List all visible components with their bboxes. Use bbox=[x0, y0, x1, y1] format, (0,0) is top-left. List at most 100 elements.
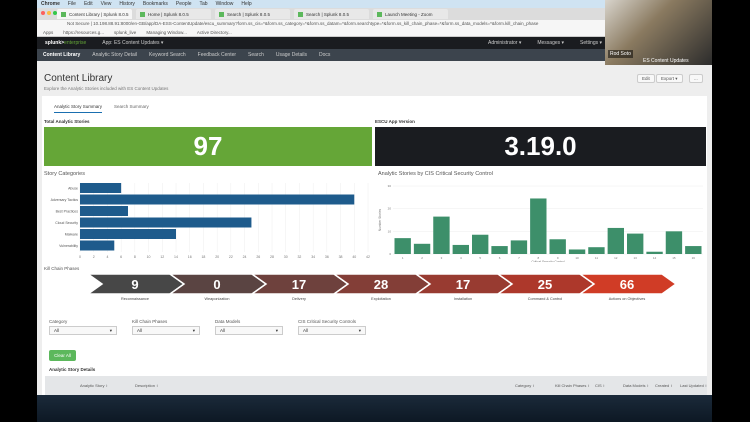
filter-label: CIS Critical Security Controls bbox=[298, 319, 357, 324]
nav-item[interactable]: Keyword Search bbox=[148, 52, 186, 58]
filter-select[interactable]: All bbox=[132, 326, 200, 335]
settings-menu[interactable]: Settings ▾ bbox=[580, 40, 602, 46]
kill-chain-label: Weaponization bbox=[204, 297, 229, 301]
favicon-icon bbox=[298, 11, 303, 17]
x-tick-label: 14 bbox=[174, 255, 178, 259]
column-header[interactable]: Created ↕ bbox=[655, 383, 673, 388]
column-header[interactable]: CIS ↕ bbox=[595, 383, 605, 388]
tab-analytic-story-summary[interactable]: Analytic Story Summary bbox=[54, 104, 103, 113]
os-menu-item[interactable]: History bbox=[119, 1, 135, 7]
bookmark-item[interactable]: https://resources.g... bbox=[63, 29, 105, 35]
x-tick-label: 4 bbox=[106, 255, 108, 259]
x-tick-label: 3 bbox=[441, 256, 443, 260]
x-tick-label: 36 bbox=[325, 255, 329, 259]
kill-chain-count: 66 bbox=[620, 277, 634, 292]
x-tick-label: 9 bbox=[557, 256, 559, 260]
column-header[interactable]: Kill Chain Phases ↕ bbox=[555, 383, 590, 388]
x-tick-label: 8 bbox=[134, 255, 136, 259]
filter-label: Kill Chain Phases bbox=[132, 319, 168, 324]
nav-item[interactable]: Search bbox=[248, 52, 264, 58]
bookmark-item[interactable]: Active Directory... bbox=[196, 29, 232, 35]
nav-item[interactable]: Docs bbox=[319, 52, 331, 58]
kill-chain-label: Exploitation bbox=[371, 297, 391, 301]
splunk-bar: splunk>enterprise App: ES Content Update… bbox=[37, 37, 712, 49]
y-tick-label: 10 bbox=[388, 229, 392, 233]
nav-item[interactable]: Feedback Center bbox=[197, 52, 237, 58]
category-label: Best Practices bbox=[56, 209, 79, 213]
column-header[interactable]: Description ↕ bbox=[135, 383, 159, 388]
tab-search-summary[interactable]: Search Summary bbox=[114, 104, 149, 109]
os-menu-item[interactable]: People bbox=[175, 1, 192, 7]
bookmark-item[interactable]: Managing Window... bbox=[146, 29, 187, 35]
category-label: Adversary Tactics bbox=[51, 198, 79, 202]
x-tick-label: 10 bbox=[575, 256, 579, 260]
filter-select[interactable]: All bbox=[215, 326, 283, 335]
export-button[interactable]: Export ▾ bbox=[656, 74, 683, 83]
column-header[interactable]: Last Updated ↕ bbox=[680, 383, 707, 388]
nav-item[interactable]: Analytic Story Detail bbox=[92, 52, 137, 58]
dashboard-panel: Analytic Story Summary Search Summary To… bbox=[42, 96, 707, 395]
nav-item[interactable]: Usage Details bbox=[275, 52, 308, 58]
messages-menu[interactable]: Messages ▾ bbox=[537, 40, 565, 46]
column-header[interactable]: Category ↕ bbox=[515, 383, 535, 388]
x-tick-label: 2 bbox=[93, 255, 95, 259]
x-tick-label: 26 bbox=[256, 255, 260, 259]
nav-item[interactable]: Content Library bbox=[43, 52, 81, 58]
edit-button[interactable]: Edit bbox=[637, 74, 655, 83]
column-header[interactable]: Analytic Story ↕ bbox=[80, 383, 108, 388]
os-menu-item[interactable]: Help bbox=[241, 1, 252, 7]
browser-window: Chrome File Edit View History Bookmarks People… bbox=[37, 0, 712, 395]
more-button[interactable]: ... bbox=[689, 74, 703, 83]
x-tick-label: 22 bbox=[229, 255, 233, 259]
x-tick-label: 15 bbox=[672, 256, 676, 260]
browser-tab[interactable]: Content Library | Splunk 8.0.5 bbox=[57, 9, 132, 19]
filter-label: Category bbox=[49, 319, 68, 324]
bar-cis-10 bbox=[568, 249, 586, 254]
os-menu-item[interactable]: Tab bbox=[199, 1, 208, 7]
filter-select[interactable]: All bbox=[298, 326, 366, 335]
bar-cis-12 bbox=[607, 227, 624, 254]
bar-cis-1 bbox=[394, 238, 411, 254]
bookmark-item[interactable]: splunk_live bbox=[114, 29, 137, 35]
page-subtitle: Explore the Analytic Stories included wi… bbox=[44, 86, 169, 91]
window-controls[interactable] bbox=[41, 11, 57, 15]
admin-menu[interactable]: Administrator ▾ bbox=[487, 40, 522, 46]
tab-label: Launch Meeting - Zoom bbox=[385, 11, 433, 17]
address-bar[interactable]: Not Secure | 10.198.88.91:8000/en-GB/app… bbox=[37, 20, 607, 28]
x-tick-label: 6 bbox=[120, 255, 122, 259]
participant-name: Rod Soto bbox=[608, 50, 633, 58]
filter-select[interactable]: All bbox=[49, 326, 117, 335]
filter-3: CIS Critical Security Controls All bbox=[298, 319, 373, 335]
browser-tab[interactable]: Launch Meeting - Zoom bbox=[373, 9, 448, 19]
column-header[interactable]: Data Models ↕ bbox=[623, 383, 649, 388]
favicon-icon bbox=[140, 11, 145, 17]
os-menu-item[interactable]: Bookmarks bbox=[142, 1, 168, 7]
os-menu-item[interactable]: Chrome bbox=[41, 1, 60, 7]
app-menu[interactable]: App: ES Content Updates ▾ bbox=[102, 40, 164, 46]
y-tick-label: 0 bbox=[389, 252, 391, 256]
tab-label: Search | Splunk 8.0.5 bbox=[227, 11, 270, 17]
kill-chain-chart: 9 Reconnaissance 0 Weaponization 17 Delivery 2… bbox=[85, 274, 678, 301]
browser-tab[interactable]: Home | Splunk 8.0.5 bbox=[136, 9, 211, 19]
os-menu-item[interactable]: File bbox=[67, 1, 76, 7]
bar-cis-8 bbox=[530, 198, 547, 254]
bar-cis-9 bbox=[549, 239, 566, 254]
x-tick-label: 42 bbox=[366, 255, 370, 259]
browser-tab[interactable]: Search | Splunk 8.0.5 bbox=[294, 9, 369, 19]
x-tick-label: 2 bbox=[421, 256, 423, 260]
kill-chain-label: Actions on Objectives bbox=[609, 297, 646, 301]
clear-all-button[interactable]: Clear All bbox=[49, 350, 76, 361]
os-menu-item[interactable]: View bbox=[100, 1, 112, 7]
kill-chain-count: 25 bbox=[538, 277, 552, 292]
splunk-logo[interactable]: splunk>enterprise bbox=[45, 40, 86, 46]
browser-tab[interactable]: Search | Splunk 8.0.5 bbox=[215, 9, 290, 19]
bar-best-practices bbox=[80, 206, 128, 216]
os-menu-item[interactable]: Window bbox=[215, 1, 234, 7]
tab-label: Search | Splunk 8.0.5 bbox=[306, 11, 349, 17]
os-menu-item[interactable]: Edit bbox=[83, 1, 93, 7]
bookmark-item[interactable]: Apps bbox=[43, 29, 54, 35]
kill-chain-label: Command & Control bbox=[528, 297, 563, 301]
desktop-background bbox=[37, 395, 712, 422]
bar-cis-7 bbox=[510, 240, 528, 254]
